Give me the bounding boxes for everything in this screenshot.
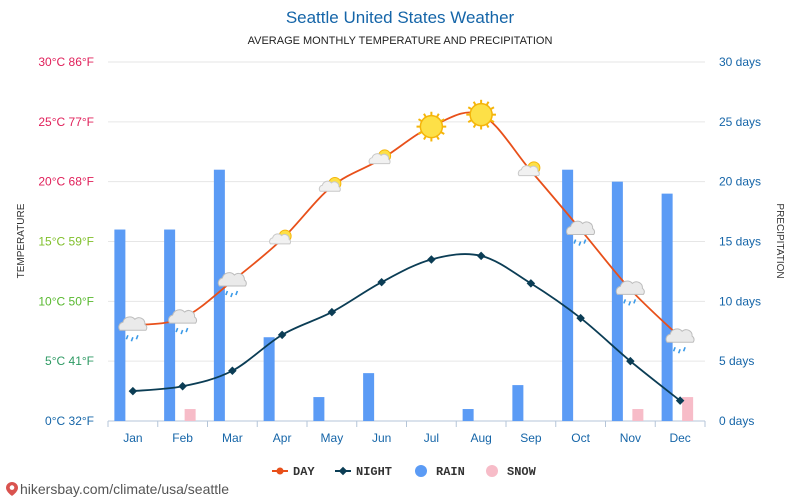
- partly-sunny-icon: [269, 229, 292, 245]
- rain-bar: [512, 385, 524, 421]
- x-tick-label: Apr: [273, 431, 292, 445]
- x-tick-label: Jan: [123, 431, 142, 445]
- y-right-tick-label: 0 days: [719, 414, 754, 428]
- rain-cloud-icon: [168, 309, 198, 335]
- rain-bar: [313, 397, 325, 421]
- y-left-tick-label: 25°C 77°F: [38, 115, 94, 129]
- night-point: [377, 277, 386, 287]
- y-right-tick-label: 10 days: [719, 294, 761, 308]
- snow-bar: [184, 409, 196, 421]
- x-tick-label: Mar: [222, 431, 243, 445]
- legend-snow-label: SNOW: [507, 465, 537, 479]
- night-point: [675, 396, 685, 405]
- y-right-tick-label: 5 days: [719, 354, 754, 368]
- night-point: [427, 255, 436, 264]
- y-left-tick-label: 10°C 50°F: [38, 294, 94, 308]
- night-point: [277, 330, 287, 340]
- y-left-tick-label: 20°C 68°F: [38, 175, 94, 189]
- x-tick-label: Feb: [172, 431, 193, 445]
- x-tick-label: Aug: [470, 431, 491, 445]
- footer-link[interactable]: hikersbay.com/climate/usa/seattle: [6, 481, 229, 497]
- y-left-axis-title: TEMPERATURE: [16, 203, 27, 278]
- legend-snow-marker: [486, 465, 498, 477]
- rain-bar: [263, 337, 275, 421]
- night-point: [228, 366, 237, 375]
- x-tick-label: Nov: [620, 431, 641, 445]
- partly-sunny-icon: [368, 149, 392, 165]
- x-tick-label: Oct: [571, 431, 590, 445]
- footer-url: hikersbay.com/climate/usa/seattle: [20, 481, 230, 497]
- y-left-tick-label: 30°C 86°F: [38, 55, 94, 69]
- rain-bar: [562, 169, 574, 421]
- legend-day-marker: [276, 467, 284, 475]
- legend-day-label: DAY: [293, 465, 315, 479]
- x-tick-label: Sep: [520, 431, 542, 445]
- night-line: [132, 253, 681, 402]
- rain-cloud-icon: [118, 316, 148, 342]
- rain-bar: [164, 229, 176, 421]
- x-tick-label: Jun: [372, 431, 391, 445]
- rain-cloud-icon: [217, 272, 247, 298]
- partly-sunny-icon: [318, 176, 342, 192]
- y-left-tick-label: 15°C 59°F: [38, 235, 94, 249]
- y-right-tick-label: 30 days: [719, 55, 761, 69]
- y-left-tick-label: 5°C 41°F: [45, 354, 94, 368]
- legend-night-label: NIGHT: [356, 465, 392, 479]
- snow-bar: [632, 409, 644, 421]
- x-tick-label: Dec: [669, 431, 690, 445]
- y-right-axis-title: PRECIPITATION: [774, 203, 785, 278]
- x-tick-label: May: [321, 431, 344, 445]
- map-pin-icon: [6, 482, 18, 496]
- rain-cloud-icon: [615, 280, 645, 306]
- chart-title: Seattle United States Weather: [285, 8, 515, 27]
- rain-cloud-icon: [566, 220, 596, 246]
- sun-icon: [466, 99, 496, 130]
- night-point: [128, 386, 138, 396]
- night-point: [576, 313, 585, 323]
- x-tick-label: Jul: [424, 431, 439, 445]
- rain-bar: [462, 409, 474, 421]
- night-point: [476, 251, 486, 261]
- chart-subtitle: AVERAGE MONTHLY TEMPERATURE AND PRECIPIT…: [247, 35, 553, 47]
- night-point: [178, 382, 187, 391]
- rain-cloud-icon: [665, 328, 695, 354]
- y-right-tick-label: 15 days: [719, 235, 761, 249]
- night-point: [626, 356, 635, 366]
- night-point: [526, 279, 536, 288]
- partly-sunny-icon: [517, 161, 541, 177]
- night-point: [327, 307, 337, 317]
- y-right-tick-label: 20 days: [719, 175, 761, 189]
- legend-rain-marker: [415, 465, 427, 477]
- rain-bar: [213, 169, 225, 421]
- rain-bar: [363, 373, 375, 421]
- rain-bar: [611, 181, 623, 421]
- legend-night-marker: [338, 466, 348, 476]
- snow-bar: [682, 397, 694, 421]
- legend-rain-label: RAIN: [436, 465, 465, 479]
- y-right-tick-label: 25 days: [719, 115, 761, 129]
- sun-icon: [416, 111, 447, 142]
- y-left-tick-label: 0°C 32°F: [45, 414, 94, 428]
- rain-bar: [661, 193, 673, 421]
